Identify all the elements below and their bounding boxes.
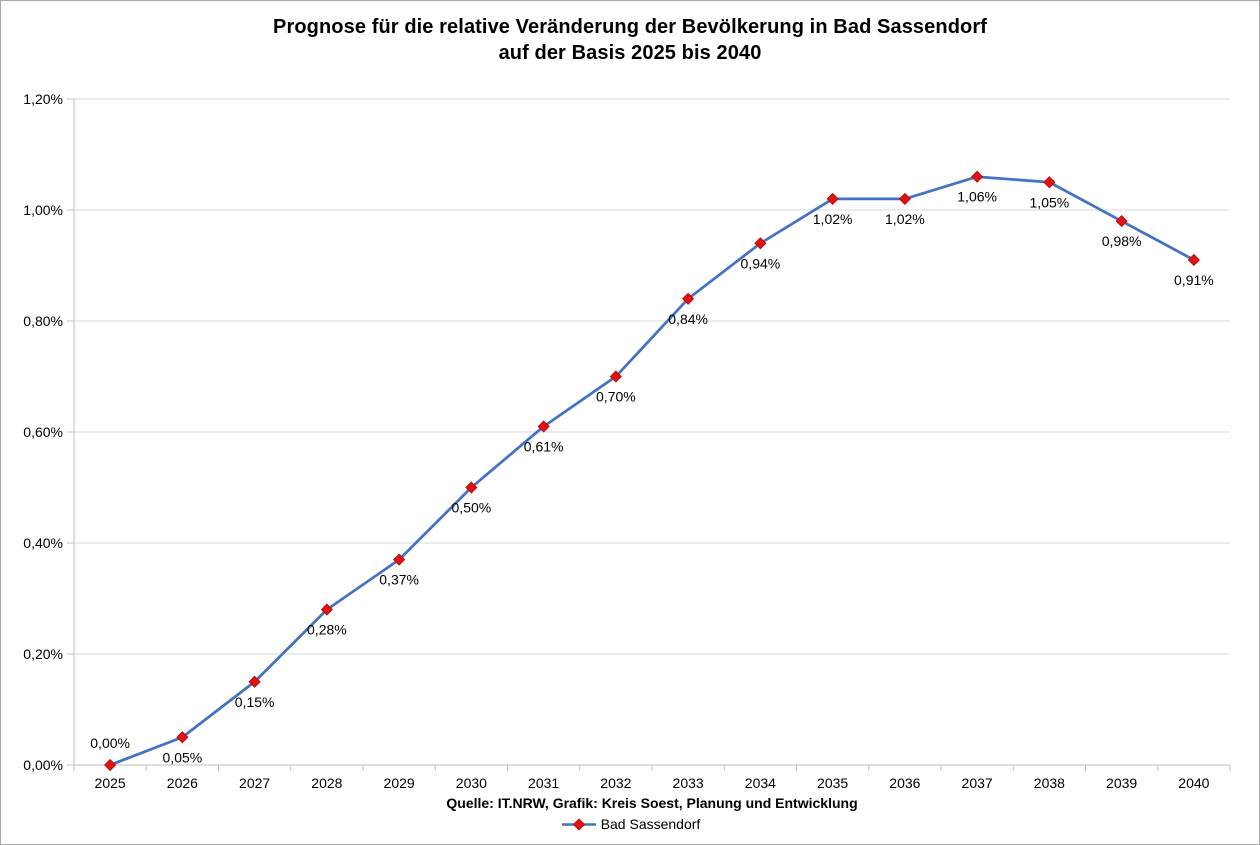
data-point-marker [1043,176,1056,189]
x-tick-label: 2037 [962,775,993,791]
y-tick-label: 1,20% [23,91,63,107]
x-tick-label: 2025 [95,775,126,791]
data-point-label: 0,00% [90,735,130,751]
x-tick-label: 2026 [167,775,198,791]
data-point-label: 1,02% [813,211,853,227]
data-point-label: 1,05% [1030,194,1070,210]
y-tick-label: 1,00% [23,202,63,218]
data-point-label: 0,98% [1102,233,1142,249]
x-tick-label: 2033 [673,775,704,791]
y-tick-label: 0,40% [23,535,63,551]
data-point-label: 0,84% [668,311,708,327]
data-point-marker [1187,253,1200,267]
y-tick-label: 0,60% [23,424,63,440]
data-point-label: 0,28% [307,622,347,638]
y-tick-label: 0,20% [23,646,63,662]
x-tick-label: 2038 [1034,775,1065,791]
data-point-marker [176,731,189,744]
data-point-marker [537,420,550,433]
y-tick-label: 0,00% [23,757,63,773]
data-point-label: 0,15% [235,694,275,710]
data-point-label: 0,37% [379,572,419,588]
x-tick-label: 2030 [456,775,487,791]
y-tick-label: 0,80% [23,313,63,329]
chart-title: Prognose für die relative Veränderung de… [1,14,1259,66]
chart-title-line2: auf der Basis 2025 bis 2040 [498,42,762,64]
x-tick-label: 2034 [745,775,776,791]
data-point-marker [393,553,406,566]
data-point-marker [754,237,767,250]
data-point-marker [682,292,695,305]
data-point-label: 1,02% [885,211,925,227]
series-line-bad-sassendorf [108,175,1196,767]
data-point-label: 0,50% [452,500,492,516]
data-point-marker [898,192,911,205]
data-point-marker [826,192,839,205]
x-tick-label: 2035 [817,775,848,791]
x-tick-label: 2028 [311,775,342,791]
data-point-label: 0,05% [163,749,203,765]
data-point-marker [104,758,117,772]
data-point-label: 0,91% [1174,272,1214,288]
x-tick-label: 2036 [889,775,920,791]
data-point-label: 0,94% [741,255,781,271]
data-point-marker [248,675,261,688]
data-point-marker [1115,215,1128,228]
data-point-marker [320,603,333,616]
source-caption: Quelle: IT.NRW, Grafik: Kreis Soest, Pla… [446,795,858,811]
x-tick-label: 2031 [528,775,559,791]
data-point-marker [609,370,622,383]
x-tick-label: 2032 [600,775,631,791]
data-point-label: 0,70% [596,389,636,405]
x-tick-label: 2039 [1106,775,1137,791]
data-point-marker [465,481,478,494]
data-point-label: 0,61% [524,438,564,454]
data-point-label: 1,06% [957,189,997,205]
legend: Bad Sassendorf [1,814,1259,834]
x-tick-label: 2040 [1178,775,1209,791]
chart-title-line1: Prognose für die relative Veränderung de… [273,16,987,38]
data-point-marker [971,170,984,183]
legend-line-marker-icon [561,817,596,831]
legend-label: Bad Sassendorf [600,816,701,832]
x-tick-label: 2027 [239,775,270,791]
x-tick-label: 2029 [384,775,415,791]
